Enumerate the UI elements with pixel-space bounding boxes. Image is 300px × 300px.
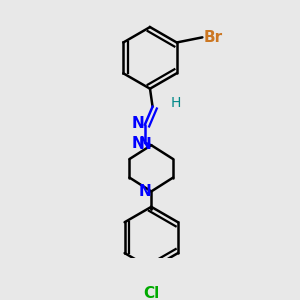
Text: Br: Br xyxy=(204,30,223,45)
Text: N: N xyxy=(139,137,151,152)
Text: N: N xyxy=(132,136,145,152)
Text: N: N xyxy=(132,116,145,131)
Text: H: H xyxy=(170,96,181,110)
Text: Cl: Cl xyxy=(143,286,159,300)
Text: N: N xyxy=(139,184,151,200)
